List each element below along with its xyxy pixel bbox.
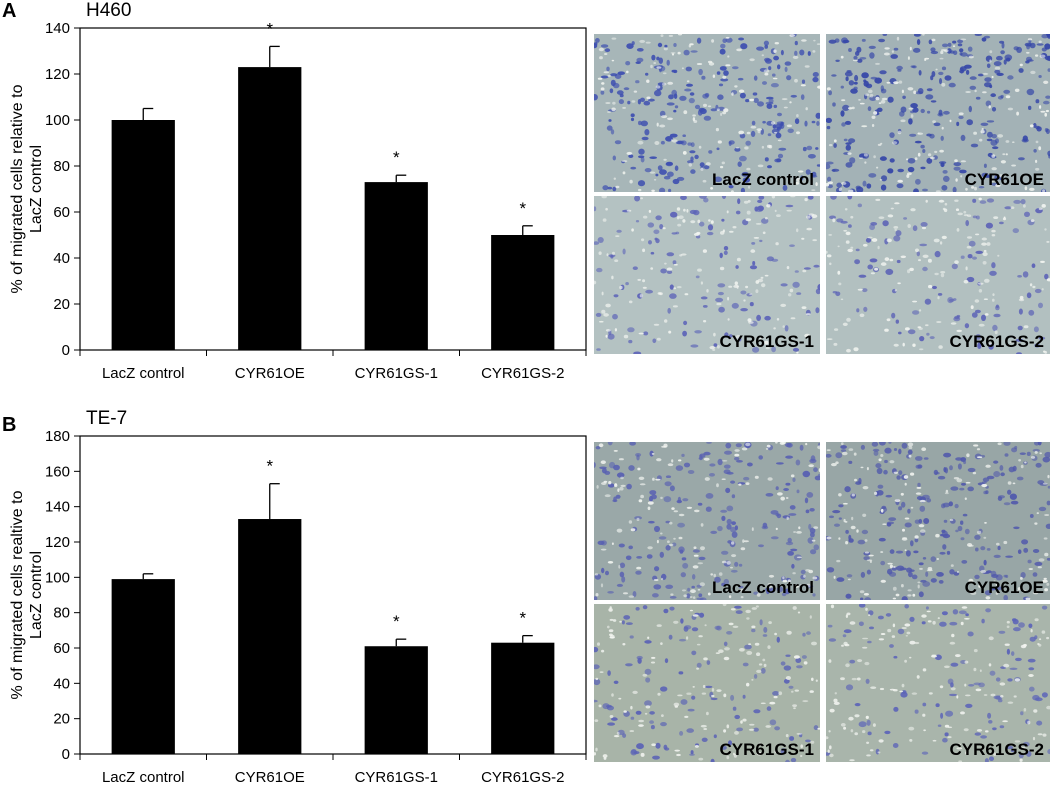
micrograph-image: CYR61GS-2 (826, 604, 1050, 762)
micrograph-caption: LacZ control (711, 170, 814, 189)
significance-marker: * (393, 612, 400, 631)
micrograph-grid-a: LacZ control CYR61OE CYR61GS-1 CYR61GS-2 (594, 34, 1050, 354)
y-tick-label: 140 (45, 499, 70, 516)
x-tick-label: LacZ control (102, 769, 185, 786)
micrograph-image: CYR61GS-2 (826, 196, 1050, 354)
y-axis-label: % of migrated cells realtive to LacZ cont… (9, 490, 45, 699)
x-tick-label: CYR61GS-2 (481, 365, 564, 382)
micrograph-image: CYR61OE (826, 442, 1050, 600)
y-tick-label: 0 (62, 746, 70, 763)
y-tick-label: 20 (53, 711, 70, 728)
y-tick-label: 120 (45, 534, 70, 551)
cell-texture (594, 34, 820, 192)
significance-marker: * (519, 609, 526, 628)
y-tick-label: 100 (45, 112, 70, 129)
bar (364, 182, 428, 350)
x-tick-label: CYR61GS-1 (355, 365, 438, 382)
bar (111, 120, 175, 350)
significance-marker: * (266, 19, 273, 38)
bar (491, 235, 555, 350)
micrograph-caption: LacZ control (711, 578, 814, 597)
micrograph-grid-b: LacZ control CYR61OE CYR61GS-1 CYR61GS-2 (594, 442, 1050, 762)
micrograph-caption: CYR61GS-1 (719, 332, 814, 351)
x-tick-label: LacZ control (102, 365, 185, 382)
micrograph-image: LacZ control (594, 442, 820, 600)
y-tick-label: 60 (53, 640, 70, 657)
cell-texture (826, 196, 1050, 354)
chart-title: TE-7 (86, 408, 127, 429)
cell-texture (594, 442, 820, 600)
micrograph-caption: CYR61GS-2 (949, 332, 1044, 351)
cell-texture (594, 604, 820, 762)
y-tick-label: 40 (53, 675, 70, 692)
y-tick-label: 160 (45, 463, 70, 480)
y-tick-label: 100 (45, 569, 70, 586)
significance-marker: * (393, 148, 400, 167)
significance-marker: * (266, 457, 273, 476)
y-tick-label: 20 (53, 296, 70, 313)
bar (238, 67, 302, 350)
y-tick-label: 180 (45, 428, 70, 445)
micrograph-caption: CYR61OE (964, 578, 1044, 597)
micrograph-image: LacZ control (594, 34, 820, 192)
cell-texture (594, 196, 820, 354)
micrograph-image: CYR61GS-1 (594, 196, 820, 354)
cell-texture (826, 604, 1050, 762)
y-tick-label: 120 (45, 66, 70, 83)
panel-label-a: A (2, 0, 17, 22)
y-tick-label: 80 (53, 605, 70, 622)
cell-texture (826, 442, 1050, 600)
micrograph-caption: CYR61GS-2 (949, 740, 1044, 759)
micrograph-caption: CYR61GS-1 (719, 740, 814, 759)
micrograph-image: CYR61GS-1 (594, 604, 820, 762)
y-tick-label: 60 (53, 204, 70, 221)
x-tick-label: CYR61GS-1 (355, 769, 438, 786)
x-tick-label: CYR61OE (235, 365, 305, 382)
y-tick-label: 40 (53, 250, 70, 267)
cell-texture (826, 34, 1050, 192)
y-tick-label: 140 (45, 20, 70, 37)
micrograph-image: CYR61OE (826, 34, 1050, 192)
x-tick-label: CYR61GS-2 (481, 769, 564, 786)
significance-marker: * (519, 199, 526, 218)
bar (238, 519, 302, 754)
y-axis-label: % of migrated cells relative to LacZ cont… (9, 84, 45, 293)
y-tick-label: 80 (53, 158, 70, 175)
micrograph-caption: CYR61OE (964, 170, 1044, 189)
bar (111, 579, 175, 754)
chart-title: H460 (86, 0, 131, 21)
y-tick-label: 0 (62, 342, 70, 359)
x-tick-label: CYR61OE (235, 769, 305, 786)
bar (364, 646, 428, 754)
panel-label-b: B (2, 414, 17, 436)
bar (491, 642, 555, 754)
